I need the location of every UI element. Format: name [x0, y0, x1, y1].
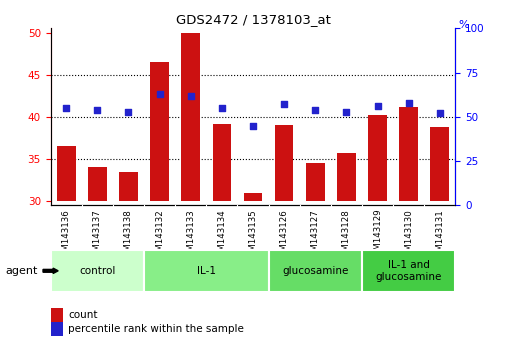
- Bar: [150, 62, 169, 201]
- Text: %: %: [457, 20, 468, 30]
- Bar: [368, 115, 386, 201]
- Text: count: count: [68, 310, 97, 320]
- Text: GSM143138: GSM143138: [124, 209, 133, 262]
- Text: percentile rank within the sample: percentile rank within the sample: [68, 324, 244, 334]
- Point: [124, 109, 132, 114]
- Text: GSM143137: GSM143137: [92, 209, 102, 262]
- Bar: [398, 107, 417, 201]
- Point: [248, 123, 257, 129]
- Point: [311, 107, 319, 113]
- Bar: [57, 146, 75, 201]
- Bar: [336, 153, 355, 201]
- Bar: [181, 33, 199, 201]
- Text: glucosamine: glucosamine: [281, 266, 348, 276]
- Point: [280, 102, 288, 107]
- Text: agent: agent: [5, 266, 37, 276]
- Bar: [119, 172, 137, 201]
- Text: GSM143133: GSM143133: [186, 209, 195, 262]
- Bar: [212, 124, 231, 201]
- Point: [404, 100, 412, 105]
- Text: GSM143130: GSM143130: [403, 209, 413, 262]
- Text: GSM143136: GSM143136: [62, 209, 71, 262]
- Bar: [144, 250, 268, 292]
- Point: [93, 107, 101, 113]
- Text: GSM143126: GSM143126: [279, 209, 288, 262]
- Text: IL-1 and
glucosamine: IL-1 and glucosamine: [375, 260, 441, 282]
- Title: GDS2472 / 1378103_at: GDS2472 / 1378103_at: [175, 13, 330, 26]
- Point: [217, 105, 225, 111]
- Bar: [274, 125, 293, 201]
- Bar: [88, 167, 107, 201]
- Text: GSM143135: GSM143135: [248, 209, 257, 262]
- Bar: [306, 163, 324, 201]
- Bar: [430, 127, 448, 201]
- Text: GSM143134: GSM143134: [217, 209, 226, 262]
- Text: GSM143131: GSM143131: [434, 209, 443, 262]
- Point: [373, 103, 381, 109]
- Bar: [268, 250, 361, 292]
- Text: control: control: [79, 266, 115, 276]
- Point: [435, 110, 443, 116]
- Bar: [361, 250, 454, 292]
- Text: GSM143132: GSM143132: [155, 209, 164, 262]
- Point: [62, 105, 70, 111]
- Text: GSM143128: GSM143128: [341, 209, 350, 262]
- Point: [342, 109, 350, 114]
- Point: [155, 91, 163, 97]
- Text: GSM143129: GSM143129: [372, 209, 381, 262]
- Text: IL-1: IL-1: [196, 266, 215, 276]
- Text: GSM143127: GSM143127: [310, 209, 319, 262]
- Bar: [50, 250, 144, 292]
- Point: [186, 93, 194, 98]
- Bar: [243, 193, 262, 201]
